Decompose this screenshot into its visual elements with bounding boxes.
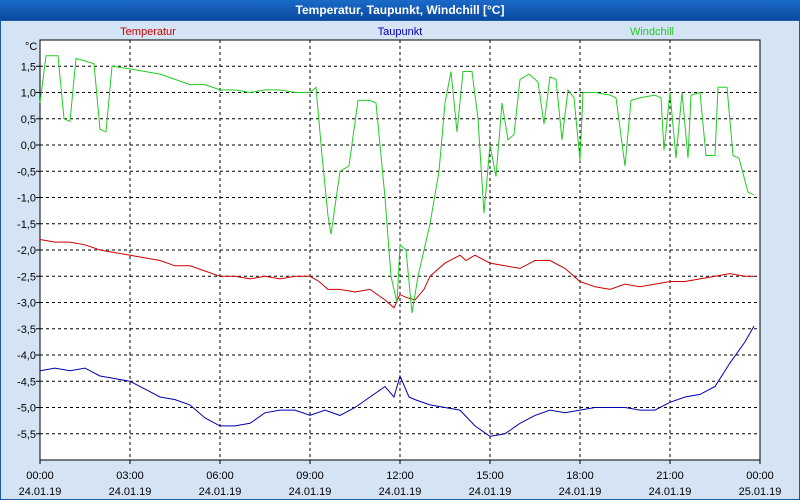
y-tick-label: 0,5	[21, 114, 36, 126]
x-tick-time: 21:00	[656, 470, 684, 482]
y-tick-label: 1,5	[21, 61, 36, 73]
x-tick-time: 15:00	[476, 470, 504, 482]
window-title: Temperatur, Taupunkt, Windchill [°C]	[0, 0, 800, 20]
y-tick-label: -4,0	[17, 350, 36, 362]
y-axis-ticks: 1,5 1,0 0,5 0,0 -0,5 -1,0 -1,5 -2,0 -2,5 -3,0 -3,5…	[17, 61, 40, 441]
x-tick-date: 24.01.19	[109, 486, 152, 498]
legend-taupunkt: Taupunkt	[378, 26, 423, 38]
y-tick-label: -1,0	[17, 193, 36, 205]
x-tick-time: 09:00	[296, 470, 324, 482]
y-tick-label: -2,5	[17, 271, 36, 283]
y-tick-label: 0,0	[21, 140, 36, 152]
x-tick-time: 06:00	[206, 470, 234, 482]
x-tick-time: 12:00	[386, 470, 414, 482]
x-tick-time: 00:00	[26, 470, 54, 482]
y-tick-label: -0,5	[17, 166, 36, 178]
x-tick-date: 24.01.19	[199, 486, 242, 498]
y-tick-label: -3,0	[17, 298, 36, 310]
y-tick-label: 1,0	[21, 88, 36, 100]
y-tick-label: -1,5	[17, 219, 36, 231]
x-tick-time: 18:00	[566, 470, 594, 482]
x-axis-ticks: 00:00 24.01.19 03:00 24.01.19 06:00 24.01.19 0…	[19, 460, 782, 498]
x-tick-date: 24.01.19	[289, 486, 332, 498]
series-line-windchill	[39, 55, 755, 314]
x-tick-date: 25.01.19	[739, 486, 782, 498]
legend-temperatur: Temperatur	[120, 26, 176, 38]
y-tick-label: -4,5	[17, 376, 36, 388]
x-tick-date: 24.01.19	[469, 486, 512, 498]
series-lines	[39, 55, 755, 437]
y-tick-label: -5,5	[17, 429, 36, 441]
grid	[40, 40, 760, 460]
y-tick-label: -5,0	[17, 403, 36, 415]
x-tick-date: 24.01.19	[19, 486, 62, 498]
x-tick-time: 00:00	[746, 470, 774, 482]
y-axis-label: °C	[25, 41, 37, 53]
x-tick-date: 24.01.19	[559, 486, 602, 498]
x-tick-date: 24.01.19	[379, 486, 422, 498]
series-line-temperatur	[39, 239, 754, 309]
y-tick-label: -3,5	[17, 324, 36, 336]
series-line-taupunkt	[39, 325, 755, 437]
legend-windchill: Windchill	[630, 26, 674, 38]
x-tick-time: 03:00	[116, 470, 144, 482]
x-tick-date: 24.01.19	[649, 486, 692, 498]
y-tick-label: -2,0	[17, 245, 36, 257]
